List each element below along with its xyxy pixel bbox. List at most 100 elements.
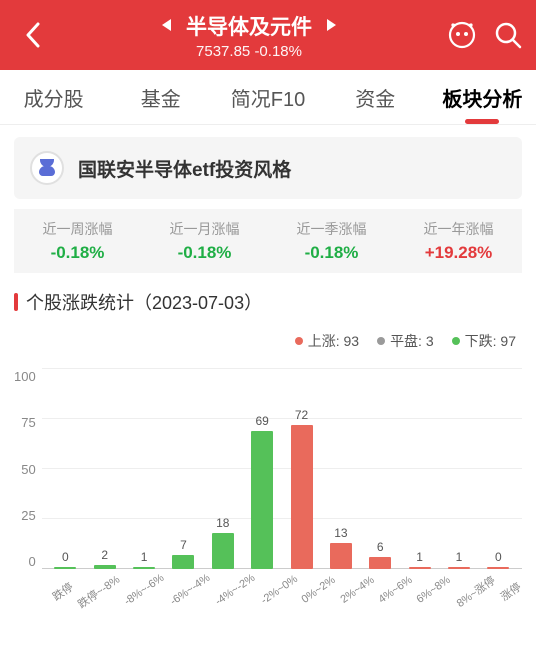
bar-group: 6	[361, 557, 400, 569]
tab-板块分析[interactable]: 板块分析	[429, 70, 536, 124]
bar-group: 18	[203, 533, 242, 569]
section-title-text: 个股涨跌统计（2023-07-03）	[26, 289, 262, 315]
x-tick-label: 2%~4%	[338, 574, 378, 609]
bar-value-label: 0	[495, 550, 502, 564]
chart-legend: 上涨: 93 平盘: 3 下跌: 97	[0, 325, 536, 361]
legend-dot-icon	[377, 337, 385, 345]
bar-group: 13	[321, 543, 360, 569]
x-axis: 跌停跌停~-8%-8%~-6%-6%~-4%-4%~-2%-2%~0%0%~2%…	[42, 575, 522, 601]
bar-group: 1	[124, 567, 163, 569]
stat-label: 近一季涨幅	[268, 219, 395, 239]
instrument-title: 半导体及元件	[186, 11, 312, 41]
y-tick: 75	[14, 415, 36, 430]
bar	[369, 557, 391, 569]
bar-value-label: 2	[101, 548, 108, 562]
stat-value: +19.28%	[395, 243, 522, 263]
y-axis: 1007550250	[14, 369, 42, 569]
x-tick-label: 8%~涨停	[453, 572, 498, 611]
bar-group: 1	[400, 567, 439, 569]
stat-label: 近一周涨幅	[14, 219, 141, 239]
bar	[133, 567, 155, 569]
banner-text: 国联安半导体etf投资风格	[78, 155, 291, 182]
prev-arrow-icon[interactable]	[160, 14, 172, 38]
bar-group: 0	[46, 567, 85, 569]
bar-group: 2	[85, 565, 124, 569]
bar	[54, 567, 76, 569]
banner[interactable]: 国联安半导体etf投资风格	[14, 137, 522, 199]
bar-value-label: 13	[334, 526, 347, 540]
bar-value-label: 69	[255, 414, 268, 428]
bar	[251, 431, 273, 569]
bar-chart: 1007550250 0217186972136110 跌停跌停~-8%-8%~…	[0, 361, 536, 621]
tab-成分股[interactable]: 成分股	[0, 70, 107, 124]
bar-value-label: 6	[377, 540, 384, 554]
bar-value-label: 18	[216, 516, 229, 530]
legend-dot-icon	[452, 337, 460, 345]
search-button[interactable]	[492, 19, 524, 51]
search-icon	[494, 21, 522, 49]
chevron-left-icon	[24, 21, 40, 49]
bar	[409, 567, 431, 569]
bar-value-label: 1	[456, 550, 463, 564]
x-tick-label: -8%~-6%	[122, 572, 168, 611]
title-block: 半导体及元件 7537.85 -0.18%	[52, 11, 446, 60]
x-tick-label: -6%~-4%	[168, 572, 214, 611]
bar-group: 0	[479, 567, 518, 569]
mascot-icon	[447, 20, 477, 50]
bar-group: 1	[439, 567, 478, 569]
legend-dot-icon	[295, 337, 303, 345]
back-button[interactable]	[12, 21, 52, 49]
bar	[94, 565, 116, 569]
bar-value-label: 72	[295, 408, 308, 422]
bar-group: 69	[243, 431, 282, 569]
section-title: 个股涨跌统计（2023-07-03）	[14, 289, 522, 315]
x-tick-label: 0%~2%	[300, 574, 340, 609]
y-tick: 0	[14, 554, 36, 569]
legend-item-up: 上涨: 93	[295, 331, 359, 351]
tab-简况F10[interactable]: 简况F10	[214, 70, 321, 124]
x-tick-label: -4%~-2%	[213, 572, 259, 611]
bar	[212, 533, 234, 569]
bar-value-label: 1	[141, 550, 148, 564]
tab-基金[interactable]: 基金	[107, 70, 214, 124]
stat-item: 近一年涨幅+19.28%	[395, 219, 522, 263]
bar	[172, 555, 194, 569]
stat-item: 近一月涨幅 -0.18%	[141, 219, 268, 263]
tab-bar: 成分股基金简况F10资金板块分析	[0, 70, 536, 125]
bars-container: 0217186972136110	[42, 369, 522, 569]
stat-item: 近一周涨幅 -0.18%	[14, 219, 141, 263]
price-change: -0.18%	[254, 43, 302, 60]
next-arrow-icon[interactable]	[326, 14, 338, 38]
x-tick-label: 跌停	[48, 578, 77, 605]
stat-value: -0.18%	[141, 243, 268, 263]
robot-avatar-icon	[30, 151, 64, 185]
bar-value-label: 7	[180, 538, 187, 552]
x-tick-label: 跌停~-8%	[74, 571, 122, 612]
app-header: 半导体及元件 7537.85 -0.18%	[0, 0, 536, 70]
x-tick-label: 涨停	[496, 578, 525, 605]
stat-item: 近一季涨幅 -0.18%	[268, 219, 395, 263]
x-tick-label: 4%~6%	[376, 574, 416, 609]
bar-value-label: 0	[62, 550, 69, 564]
bar	[487, 567, 509, 569]
price-value: 7537.85	[196, 43, 250, 60]
stat-value: -0.18%	[268, 243, 395, 263]
bar	[291, 425, 313, 569]
bar-group: 7	[164, 555, 203, 569]
bar-group: 72	[282, 425, 321, 569]
mascot-button[interactable]	[446, 19, 478, 51]
stat-value: -0.18%	[14, 243, 141, 263]
y-tick: 100	[14, 369, 36, 384]
bar	[448, 567, 470, 569]
chart-grid: 0217186972136110	[42, 369, 522, 569]
y-tick: 25	[14, 508, 36, 523]
stats-row: 近一周涨幅-0.18%近一月涨幅-0.18%近一季涨幅-0.18%近一年涨幅+1…	[14, 209, 522, 273]
legend-item-flat: 平盘: 3	[377, 331, 434, 351]
x-tick-label: 6%~8%	[415, 574, 455, 609]
bar	[330, 543, 352, 569]
x-tick-label: -2%~0%	[258, 573, 301, 610]
legend-item-down: 下跌: 97	[452, 331, 516, 351]
price-row: 7537.85 -0.18%	[196, 43, 302, 60]
stat-label: 近一月涨幅	[141, 219, 268, 239]
tab-资金[interactable]: 资金	[322, 70, 429, 124]
